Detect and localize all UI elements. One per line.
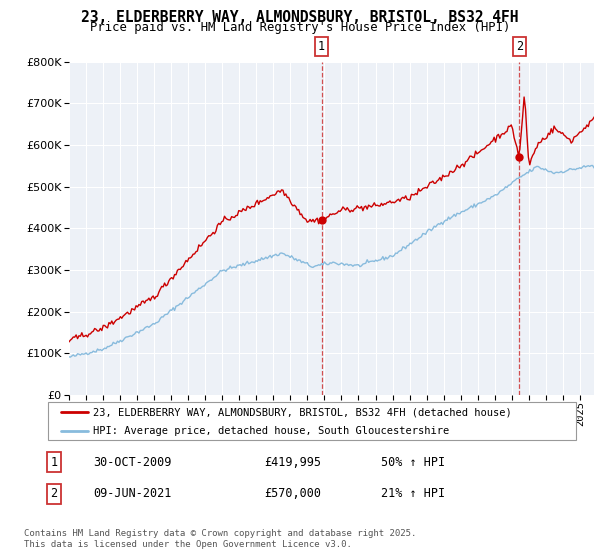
Text: 23, ELDERBERRY WAY, ALMONDSBURY, BRISTOL, BS32 4FH (detached house): 23, ELDERBERRY WAY, ALMONDSBURY, BRISTOL…: [93, 407, 512, 417]
Text: 21% ↑ HPI: 21% ↑ HPI: [381, 487, 445, 501]
Text: Contains HM Land Registry data © Crown copyright and database right 2025.
This d: Contains HM Land Registry data © Crown c…: [24, 529, 416, 549]
FancyBboxPatch shape: [48, 402, 576, 440]
Text: 2: 2: [515, 40, 523, 53]
Text: 50% ↑ HPI: 50% ↑ HPI: [381, 455, 445, 469]
Text: 09-JUN-2021: 09-JUN-2021: [93, 487, 172, 501]
Text: £419,995: £419,995: [264, 455, 321, 469]
Text: Price paid vs. HM Land Registry's House Price Index (HPI): Price paid vs. HM Land Registry's House …: [90, 21, 510, 34]
Text: 1: 1: [50, 455, 58, 469]
Text: 30-OCT-2009: 30-OCT-2009: [93, 455, 172, 469]
Text: 1: 1: [318, 40, 325, 53]
Text: £570,000: £570,000: [264, 487, 321, 501]
Text: 2: 2: [50, 487, 58, 501]
Text: 23, ELDERBERRY WAY, ALMONDSBURY, BRISTOL, BS32 4FH: 23, ELDERBERRY WAY, ALMONDSBURY, BRISTOL…: [81, 10, 519, 25]
Text: HPI: Average price, detached house, South Gloucestershire: HPI: Average price, detached house, Sout…: [93, 426, 449, 436]
